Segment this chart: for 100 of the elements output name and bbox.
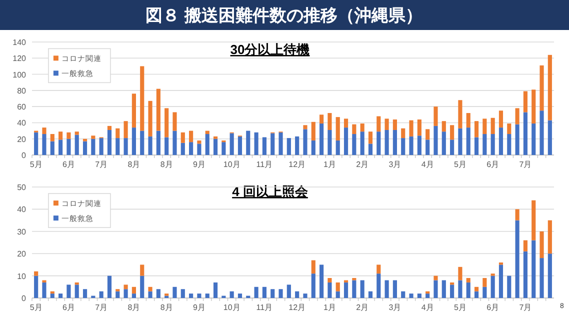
bar — [540, 258, 544, 298]
x-tick-label: 3月 — [388, 160, 402, 169]
x-tick-label: 4月 — [421, 303, 434, 312]
x-tick-label: 12月 — [288, 160, 306, 169]
bar — [409, 294, 414, 298]
bar — [360, 132, 364, 155]
bar — [148, 100, 152, 136]
bar — [548, 120, 552, 155]
bar — [532, 200, 536, 240]
bar — [148, 286, 152, 292]
bar — [490, 134, 495, 155]
bar — [368, 291, 373, 298]
bar — [474, 137, 479, 155]
bar — [434, 276, 438, 280]
bar — [376, 264, 381, 274]
x-tick-label: 5月 — [30, 303, 42, 312]
bar — [515, 124, 520, 155]
y-tick-label: 20 — [17, 250, 27, 259]
bar — [156, 130, 160, 155]
bar — [548, 254, 552, 298]
x-tick-label: 7月 — [95, 303, 108, 312]
x-tick-label: 5月 — [454, 303, 466, 312]
bar — [311, 274, 316, 298]
x-tick-label: 6月 — [486, 160, 500, 169]
x-tick-label: 3月 — [388, 303, 402, 312]
bar — [124, 289, 128, 298]
bar — [205, 294, 210, 298]
bar — [278, 289, 283, 298]
y-tick-label: 60 — [17, 102, 27, 112]
x-tick-label: 2月 — [356, 160, 369, 169]
bar — [99, 138, 104, 155]
x-tick-label: 6月 — [62, 160, 75, 169]
bar — [124, 121, 128, 138]
bar — [99, 291, 104, 298]
bar — [213, 138, 218, 155]
bar — [434, 126, 438, 155]
bar — [532, 124, 536, 155]
bar — [515, 209, 520, 220]
bar — [238, 136, 242, 155]
bar — [482, 134, 487, 155]
chart-title: 4 回以上照会 — [232, 184, 309, 199]
bar — [376, 132, 381, 155]
bar — [458, 100, 462, 128]
bar — [270, 133, 275, 155]
bar — [532, 240, 536, 298]
bar — [392, 130, 397, 155]
bar — [180, 132, 185, 143]
x-tick-label: 9月 — [192, 303, 206, 312]
bar — [466, 278, 470, 282]
x-tick-label: 1月 — [323, 160, 336, 169]
bar — [116, 128, 120, 138]
bar — [74, 284, 79, 298]
y-tick-label: 40 — [17, 205, 27, 214]
bar — [270, 289, 275, 298]
bar — [401, 138, 406, 155]
bar — [523, 112, 528, 155]
bar — [515, 108, 520, 124]
bar — [384, 130, 389, 155]
bar — [523, 240, 528, 252]
bar — [523, 251, 528, 298]
bar — [246, 130, 250, 155]
y-tick-label: 10 — [17, 272, 27, 281]
bar — [205, 130, 210, 134]
x-tick-label: 6月 — [486, 303, 500, 312]
bar — [74, 132, 79, 135]
x-tick-label: 10月 — [223, 160, 240, 169]
bar — [417, 294, 422, 298]
bar — [303, 125, 308, 130]
bar — [124, 284, 128, 290]
bar — [392, 280, 397, 298]
bar — [368, 144, 373, 155]
bar — [474, 286, 479, 292]
bar — [352, 280, 356, 298]
bar — [344, 282, 348, 298]
x-tick-label: 5月 — [454, 160, 466, 169]
bar — [409, 120, 414, 136]
bar — [417, 136, 422, 155]
bar — [230, 133, 234, 155]
bar — [376, 274, 381, 298]
bar — [295, 291, 300, 298]
y-tick-label: 80 — [17, 86, 27, 96]
bar — [107, 130, 112, 155]
bar — [91, 138, 96, 155]
y-tick-label: 140 — [12, 38, 27, 47]
bar — [540, 231, 544, 258]
y-tick-label: 20 — [17, 134, 27, 144]
bar — [507, 276, 512, 298]
bar — [548, 220, 552, 254]
bar — [311, 260, 316, 274]
bar — [401, 128, 406, 138]
bar — [532, 90, 536, 124]
bar — [466, 128, 470, 155]
x-tick-label: 10月 — [223, 303, 240, 312]
bar — [42, 128, 46, 134]
x-tick-label: 8月 — [128, 303, 140, 312]
bar — [140, 66, 144, 131]
bar — [336, 282, 340, 292]
x-tick-label: 9月 — [192, 160, 206, 169]
bar — [34, 271, 38, 276]
bar — [442, 132, 446, 155]
